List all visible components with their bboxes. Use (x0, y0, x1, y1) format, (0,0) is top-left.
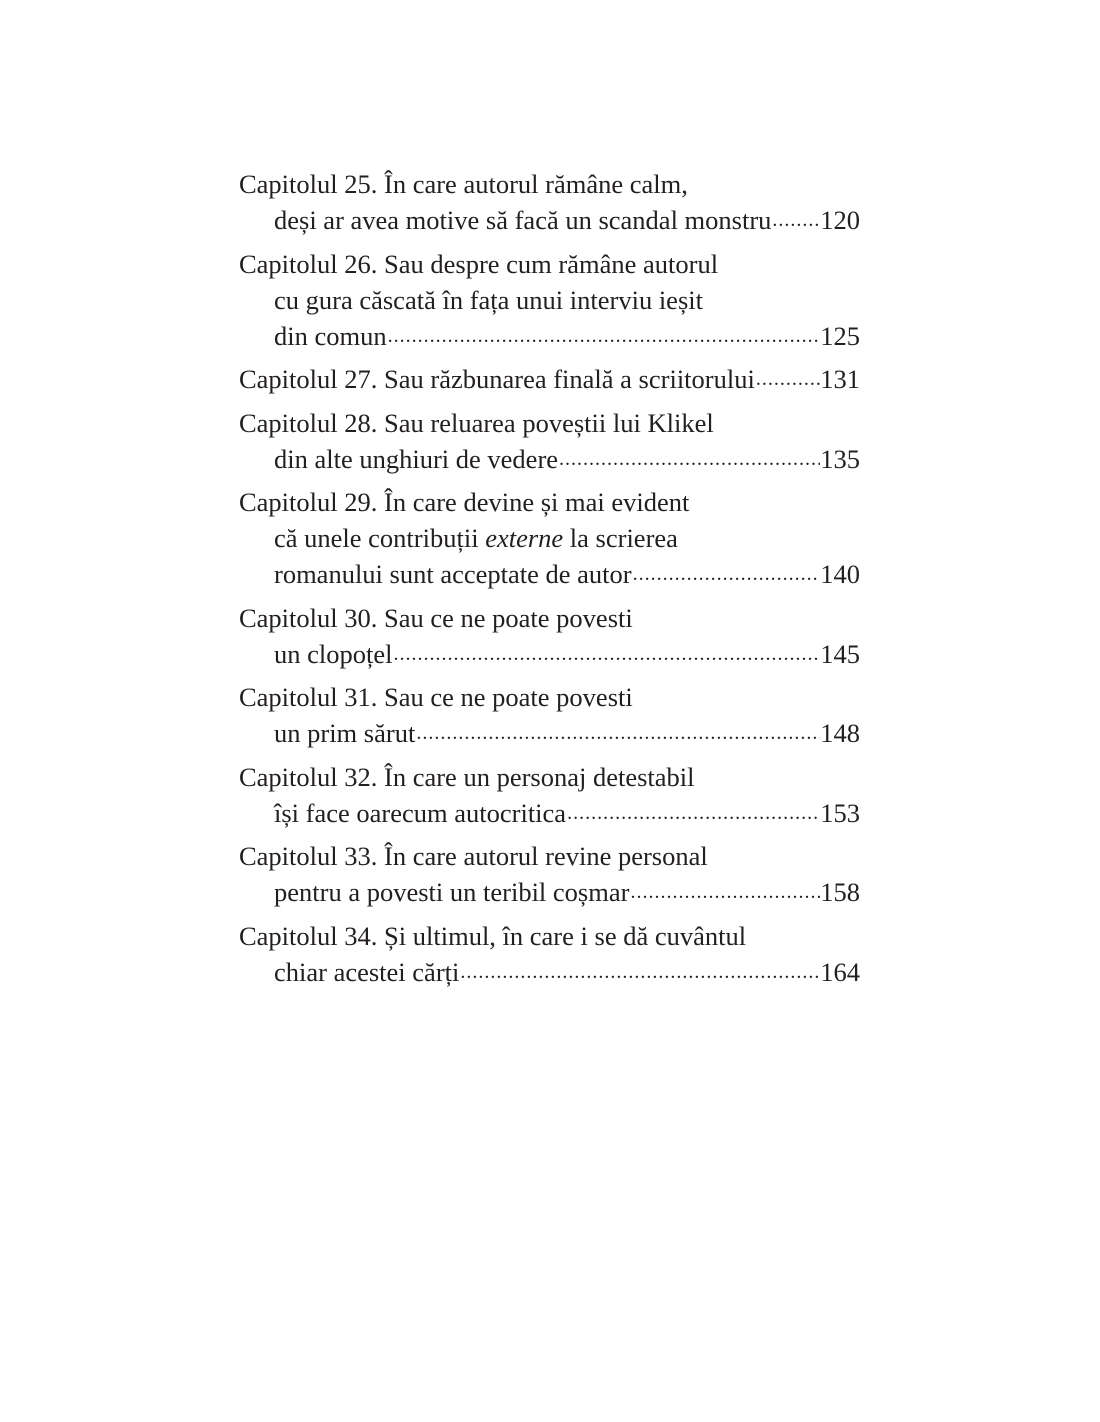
toc-entry[interactable]: Capitolul 32. În care un personaj detest… (239, 759, 860, 831)
page-number: 135 (820, 443, 860, 474)
chapter-title-continuation: își face oarecum autocritica 153 (239, 795, 860, 831)
page-number: 125 (820, 320, 860, 351)
toc-entry[interactable]: Capitolul 30. Sau ce ne poate povesti un … (239, 600, 860, 672)
chapter-title-text: își face oarecum autocritica (274, 795, 566, 831)
chapter-title-text: din comun (274, 318, 387, 354)
chapter-title-text: deși ar avea motive să facă un scandal m… (274, 202, 771, 238)
title-segment: un prim sărut (274, 718, 416, 748)
chapter-title-line: Capitolul 34. Și ultimul, în care i se d… (239, 918, 860, 954)
dot-leader (558, 441, 820, 477)
chapter-title-continuation: deși ar avea motive să facă un scandal m… (239, 202, 860, 238)
title-segment: Capitolul 25. În care autorul rămâne cal… (239, 169, 688, 199)
chapter-title-line: Capitolul 25. În care autorul rămâne cal… (239, 166, 860, 202)
chapter-title-line: Capitolul 30. Sau ce ne poate povesti (239, 600, 860, 636)
title-segment: un clopoțel (274, 638, 393, 669)
toc-entry[interactable]: Capitolul 34. Și ultimul, în care i se d… (239, 918, 860, 990)
chapter-title-continuation: romanului sunt acceptate de autor 140 (239, 556, 860, 592)
title-segment: își face oarecum autocritica (274, 797, 567, 828)
chapter-title-text: Capitolul 26. Sau despre cum rămâne auto… (239, 246, 718, 282)
title-segment: Capitolul 29. În care devine și mai evid… (239, 487, 690, 517)
chapter-title-text: cu gura căscată în fața unui interviu ie… (274, 282, 703, 318)
dot-leader (629, 874, 820, 910)
title-segment: Capitolul 33. În care autorul revine per… (239, 841, 708, 871)
title-segment: Capitolul 34. Și ultimul, în care i se d… (239, 920, 747, 951)
toc-entry[interactable]: Capitolul 29. În care devine și mai evid… (239, 484, 860, 592)
page-number: 148 (820, 718, 860, 748)
chapter-title-line: Capitolul 29. În care devine și mai evid… (239, 484, 860, 520)
chapter-title-text: Capitolul 27. Sau răzbunarea finală a sc… (239, 361, 755, 397)
dot-leader (755, 361, 820, 397)
page-number: 158 (820, 877, 860, 907)
chapter-title-continuation: un prim sărut 148 (239, 715, 860, 751)
chapter-title-line: Capitolul 32. În care un personaj detest… (239, 759, 860, 795)
page-number: 140 (820, 559, 860, 589)
page-number: 145 (820, 638, 860, 669)
toc-entry[interactable]: Capitolul 31. Sau ce ne poate povesti un … (239, 679, 860, 751)
chapter-title-line: Capitolul 27. Sau răzbunarea finală a sc… (239, 361, 860, 397)
table-of-contents: Capitolul 25. În care autorul rămâne cal… (239, 166, 860, 997)
title-segment: deși ar avea motive să facă un scandal m… (274, 205, 772, 235)
chapter-title-text: Capitolul 28. Sau reluarea poveștii lui … (239, 405, 714, 441)
dot-leader (632, 556, 821, 592)
dot-leader (393, 636, 821, 672)
toc-entry[interactable]: Capitolul 26. Sau despre cum rămâne auto… (239, 246, 860, 354)
chapter-title-text: Capitolul 31. Sau ce ne poate povesti (239, 679, 633, 715)
chapter-title-continuation: din alte unghiuri de vedere 135 (239, 441, 860, 477)
chapter-title-text: un prim sărut (274, 715, 415, 751)
title-segment: Capitolul 31. Sau ce ne poate povesti (239, 682, 633, 712)
title-segment: chiar acestei cărți (274, 956, 460, 987)
title-segment: Capitolul 28. Sau reluarea poveștii lui … (239, 407, 714, 438)
chapter-title-continuation: chiar acestei cărți 164 (239, 954, 860, 990)
dot-leader (415, 715, 820, 751)
title-segment: romanului sunt acceptate de autor (274, 559, 632, 589)
chapter-title-text: din alte unghiuri de vedere (274, 441, 558, 477)
toc-entry[interactable]: Capitolul 33. În care autorul revine per… (239, 838, 860, 910)
chapter-title-continuation: că unele contribuții externe la scrierea (239, 520, 860, 556)
toc-entry[interactable]: Capitolul 25. În care autorul rămâne cal… (239, 166, 860, 238)
chapter-title-line: Capitolul 33. În care autorul revine per… (239, 838, 860, 874)
title-segment: Capitolul 30. Sau ce ne poate povesti (239, 602, 633, 633)
chapter-title-line: Capitolul 26. Sau despre cum rămâne auto… (239, 246, 860, 282)
page-number: 131 (820, 364, 860, 394)
toc-entry[interactable]: Capitolul 27. Sau răzbunarea finală a sc… (239, 361, 860, 397)
chapter-title-line: Capitolul 28. Sau reluarea poveștii lui … (239, 405, 860, 441)
page-number: 153 (820, 797, 860, 828)
page-number: 164 (820, 956, 860, 987)
chapter-title-text: chiar acestei cărți (274, 954, 459, 990)
toc-entry[interactable]: Capitolul 28. Sau reluarea poveștii lui … (239, 405, 860, 477)
chapter-title-text: Capitolul 25. În care autorul rămâne cal… (239, 166, 688, 202)
chapter-title-continuation: din comun 125 (239, 318, 860, 354)
title-segment: din alte unghiuri de vedere (274, 443, 559, 474)
chapter-title-line: Capitolul 31. Sau ce ne poate povesti (239, 679, 860, 715)
chapter-title-text: că unele contribuții externe la scrierea (274, 520, 678, 556)
chapter-title-text: Capitolul 30. Sau ce ne poate povesti (239, 600, 633, 636)
chapter-title-text: un clopoțel (274, 636, 393, 672)
chapter-title-text: Capitolul 32. În care un personaj detest… (239, 759, 695, 795)
chapter-title-continuation: cu gura căscată în fața unui interviu ie… (239, 282, 860, 318)
title-segment: Capitolul 32. În care un personaj detest… (239, 761, 695, 792)
title-segment: din comun (274, 320, 387, 351)
dot-leader (771, 202, 820, 238)
chapter-title-text: romanului sunt acceptate de autor (274, 556, 632, 592)
chapter-title-text: Capitolul 29. În care devine și mai evid… (239, 484, 689, 520)
chapter-title-text: pentru a povesti un teribil coșmar (274, 874, 629, 910)
emphasized-word: externe (485, 523, 564, 553)
title-segment: Capitolul 27. Sau răzbunarea finală a sc… (239, 364, 755, 394)
dot-leader (566, 795, 820, 831)
chapter-title-continuation: un clopoțel 145 (239, 636, 860, 672)
title-segment: Capitolul 26. Sau despre cum rămâne auto… (239, 248, 719, 279)
dot-leader (387, 318, 821, 354)
title-segment: că unele contribuții (274, 523, 486, 553)
chapter-title-continuation: pentru a povesti un teribil coșmar 158 (239, 874, 860, 910)
title-segment: la scrierea (563, 523, 678, 553)
chapter-title-text: Capitolul 33. În care autorul revine per… (239, 838, 708, 874)
chapter-title-text: Capitolul 34. Și ultimul, în care i se d… (239, 918, 746, 954)
title-segment: pentru a povesti un teribil coșmar (274, 877, 630, 907)
dot-leader (459, 954, 820, 990)
page-number: 120 (820, 205, 860, 235)
title-segment: cu gura căscată în fața unui interviu ie… (274, 284, 703, 315)
